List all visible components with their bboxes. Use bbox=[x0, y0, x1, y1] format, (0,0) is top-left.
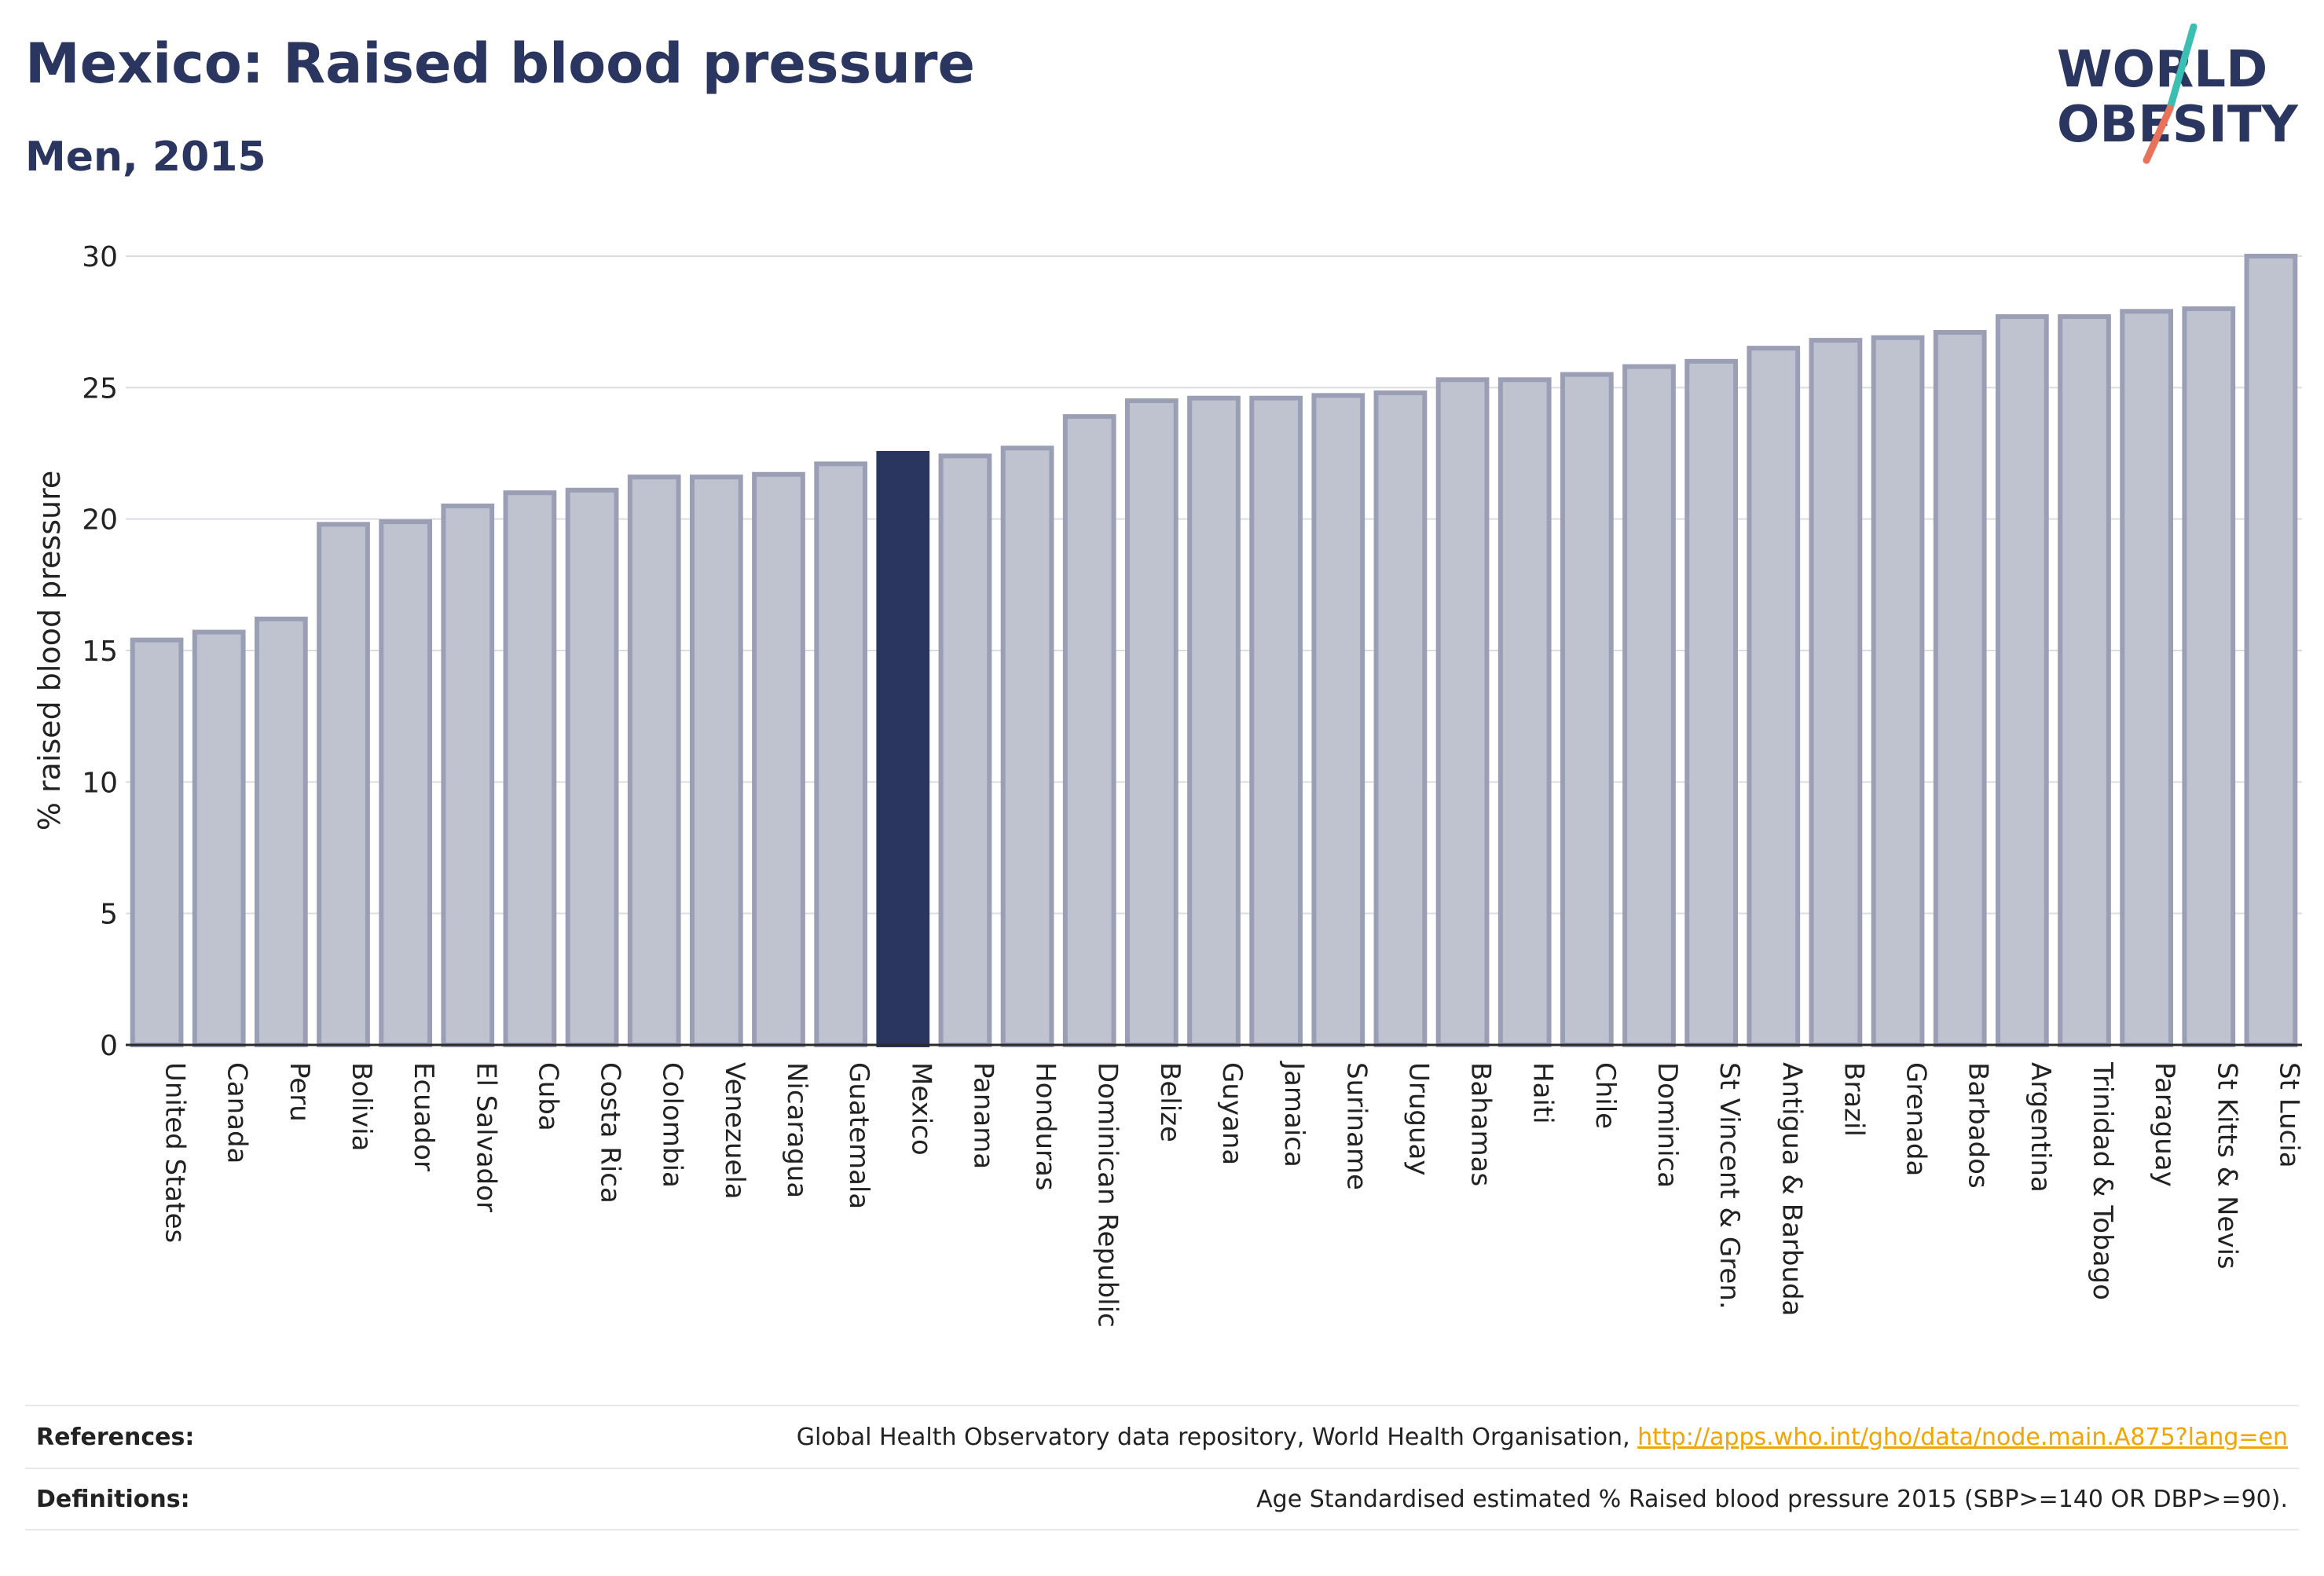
x-tick-label: Jamaica bbox=[1278, 1061, 1310, 1167]
bar bbox=[627, 475, 681, 1047]
x-tick-label: Barbados bbox=[1963, 1062, 1994, 1189]
x-tick-label: Guyana bbox=[1216, 1062, 1248, 1165]
x-tick-label: Trinidad & Tobago bbox=[2087, 1061, 2118, 1300]
bar bbox=[1187, 395, 1241, 1048]
definitions-row: Definitions: Age Standardised estimated … bbox=[25, 1468, 2299, 1530]
y-tick-labels: 0 5 10 15 20 25 30 bbox=[82, 241, 118, 1062]
bar bbox=[1809, 338, 1863, 1047]
x-tick-label: Nicaragua bbox=[781, 1062, 812, 1198]
bar bbox=[1124, 398, 1178, 1048]
logo-slash-teal bbox=[2166, 24, 2198, 112]
y-tick-label: 30 bbox=[82, 241, 118, 273]
x-tick-label: St Vincent & Gren. bbox=[1714, 1062, 1745, 1310]
bar bbox=[1311, 393, 1365, 1047]
x-tick-label: Chile bbox=[1589, 1062, 1621, 1129]
reference-table: References: Global Health Observatory da… bbox=[25, 1405, 2299, 1530]
bar bbox=[2058, 313, 2111, 1047]
x-tick-label: Uruguay bbox=[1402, 1062, 1434, 1176]
y-axis-label: % raised blood pressure bbox=[32, 471, 67, 831]
x-tick-label: Cuba bbox=[532, 1062, 563, 1131]
x-tick-label: Belize bbox=[1154, 1062, 1186, 1142]
x-tick-label: Argentina bbox=[2025, 1062, 2056, 1193]
y-tick-label: 10 bbox=[82, 767, 118, 799]
bar-highlighted bbox=[876, 451, 930, 1047]
bar bbox=[503, 490, 557, 1047]
y-tick-label: 15 bbox=[82, 636, 118, 668]
bar bbox=[1000, 445, 1054, 1047]
x-tick-label: Panama bbox=[967, 1062, 999, 1169]
bar bbox=[2244, 254, 2298, 1047]
logo-line-obesity: OBESITY bbox=[2057, 96, 2298, 154]
references-link[interactable]: http://apps.who.int/gho/data/node.main.A… bbox=[1637, 1423, 2288, 1451]
x-tick-label: Haiti bbox=[1527, 1062, 1559, 1124]
bar-chart: 0 5 10 15 20 25 30 United States Canada Peru Boli… bbox=[32, 241, 2305, 1328]
bars bbox=[130, 254, 2298, 1048]
x-tick-label: Guatemala bbox=[843, 1062, 874, 1209]
chart-subtitle: Men, 2015 bbox=[25, 134, 266, 181]
x-tick-label: Mexico bbox=[905, 1062, 937, 1156]
y-tick-label: 5 bbox=[100, 899, 118, 931]
y-tick-label: 25 bbox=[82, 372, 118, 405]
bar bbox=[1995, 313, 2049, 1047]
chart-title: Mexico: Raised blood pressure bbox=[25, 31, 976, 96]
bar bbox=[1249, 395, 1303, 1048]
bar bbox=[441, 503, 495, 1047]
x-tick-label: El Salvador bbox=[470, 1062, 501, 1212]
x-tick-label: Canada bbox=[222, 1062, 253, 1164]
bar bbox=[317, 522, 370, 1047]
x-tick-label: Paraguay bbox=[2149, 1062, 2180, 1187]
bar bbox=[1560, 372, 1614, 1048]
bar bbox=[1062, 414, 1116, 1047]
y-tick-label: 0 bbox=[100, 1030, 118, 1062]
x-tick-label: Costa Rica bbox=[595, 1062, 626, 1204]
x-tick-label: St Lucia bbox=[2273, 1062, 2304, 1168]
bar bbox=[1871, 335, 1925, 1048]
x-tick-label: Suriname bbox=[1340, 1062, 1372, 1190]
bar bbox=[689, 475, 743, 1047]
x-tick-labels: United States Canada Peru Bolivia Ecuador El … bbox=[159, 1061, 2305, 1328]
logo-slash-coral bbox=[2143, 104, 2174, 164]
bar bbox=[1622, 364, 1676, 1047]
bar bbox=[192, 629, 246, 1047]
x-tick-label: Dominican Republic bbox=[1092, 1062, 1124, 1328]
x-tick-label: St Kitts & Nevis bbox=[2211, 1062, 2242, 1270]
x-tick-label: Dominica bbox=[1651, 1062, 1683, 1188]
x-tick-label: Venezuela bbox=[719, 1062, 750, 1200]
x-tick-label: United States bbox=[159, 1062, 191, 1243]
bar bbox=[2182, 306, 2236, 1047]
definitions-label: Definitions: bbox=[36, 1485, 190, 1513]
bar bbox=[1373, 390, 1428, 1047]
bar bbox=[565, 487, 619, 1047]
bar bbox=[1497, 377, 1552, 1047]
x-tick-label: Colombia bbox=[657, 1062, 688, 1188]
x-tick-label: Antigua & Barbuda bbox=[1776, 1062, 1807, 1316]
x-tick-label: Bahamas bbox=[1465, 1062, 1497, 1186]
bar bbox=[1684, 358, 1739, 1048]
definitions-value: Age Standardised estimated % Raised bloo… bbox=[1256, 1485, 2288, 1513]
x-tick-label: Bolivia bbox=[346, 1062, 377, 1151]
references-row: References: Global Health Observatory da… bbox=[25, 1405, 2299, 1468]
x-tick-label: Grenada bbox=[1901, 1062, 1932, 1176]
bar bbox=[130, 637, 184, 1047]
bar bbox=[1747, 346, 1801, 1047]
x-tick-label: Honduras bbox=[1030, 1062, 1061, 1191]
bar bbox=[254, 616, 308, 1047]
y-tick-label: 20 bbox=[82, 504, 118, 537]
world-obesity-logo: WORLD OBESITY bbox=[2057, 24, 2298, 164]
references-label: References: bbox=[36, 1423, 195, 1451]
x-tick-label: Peru bbox=[284, 1062, 315, 1122]
bar bbox=[1933, 330, 1987, 1047]
x-tick-label: Ecuador bbox=[408, 1062, 439, 1171]
bar bbox=[752, 471, 805, 1047]
references-value: Global Health Observatory data repositor… bbox=[797, 1424, 2288, 1451]
bar bbox=[1435, 377, 1490, 1047]
bar bbox=[379, 519, 433, 1047]
logo-line-world: WORLD bbox=[2057, 41, 2267, 99]
bar bbox=[938, 453, 992, 1047]
references-text: Global Health Observatory data repositor… bbox=[796, 1423, 1638, 1451]
bar bbox=[2120, 309, 2174, 1047]
bar bbox=[814, 461, 868, 1047]
x-tick-label: Brazil bbox=[1838, 1062, 1869, 1137]
